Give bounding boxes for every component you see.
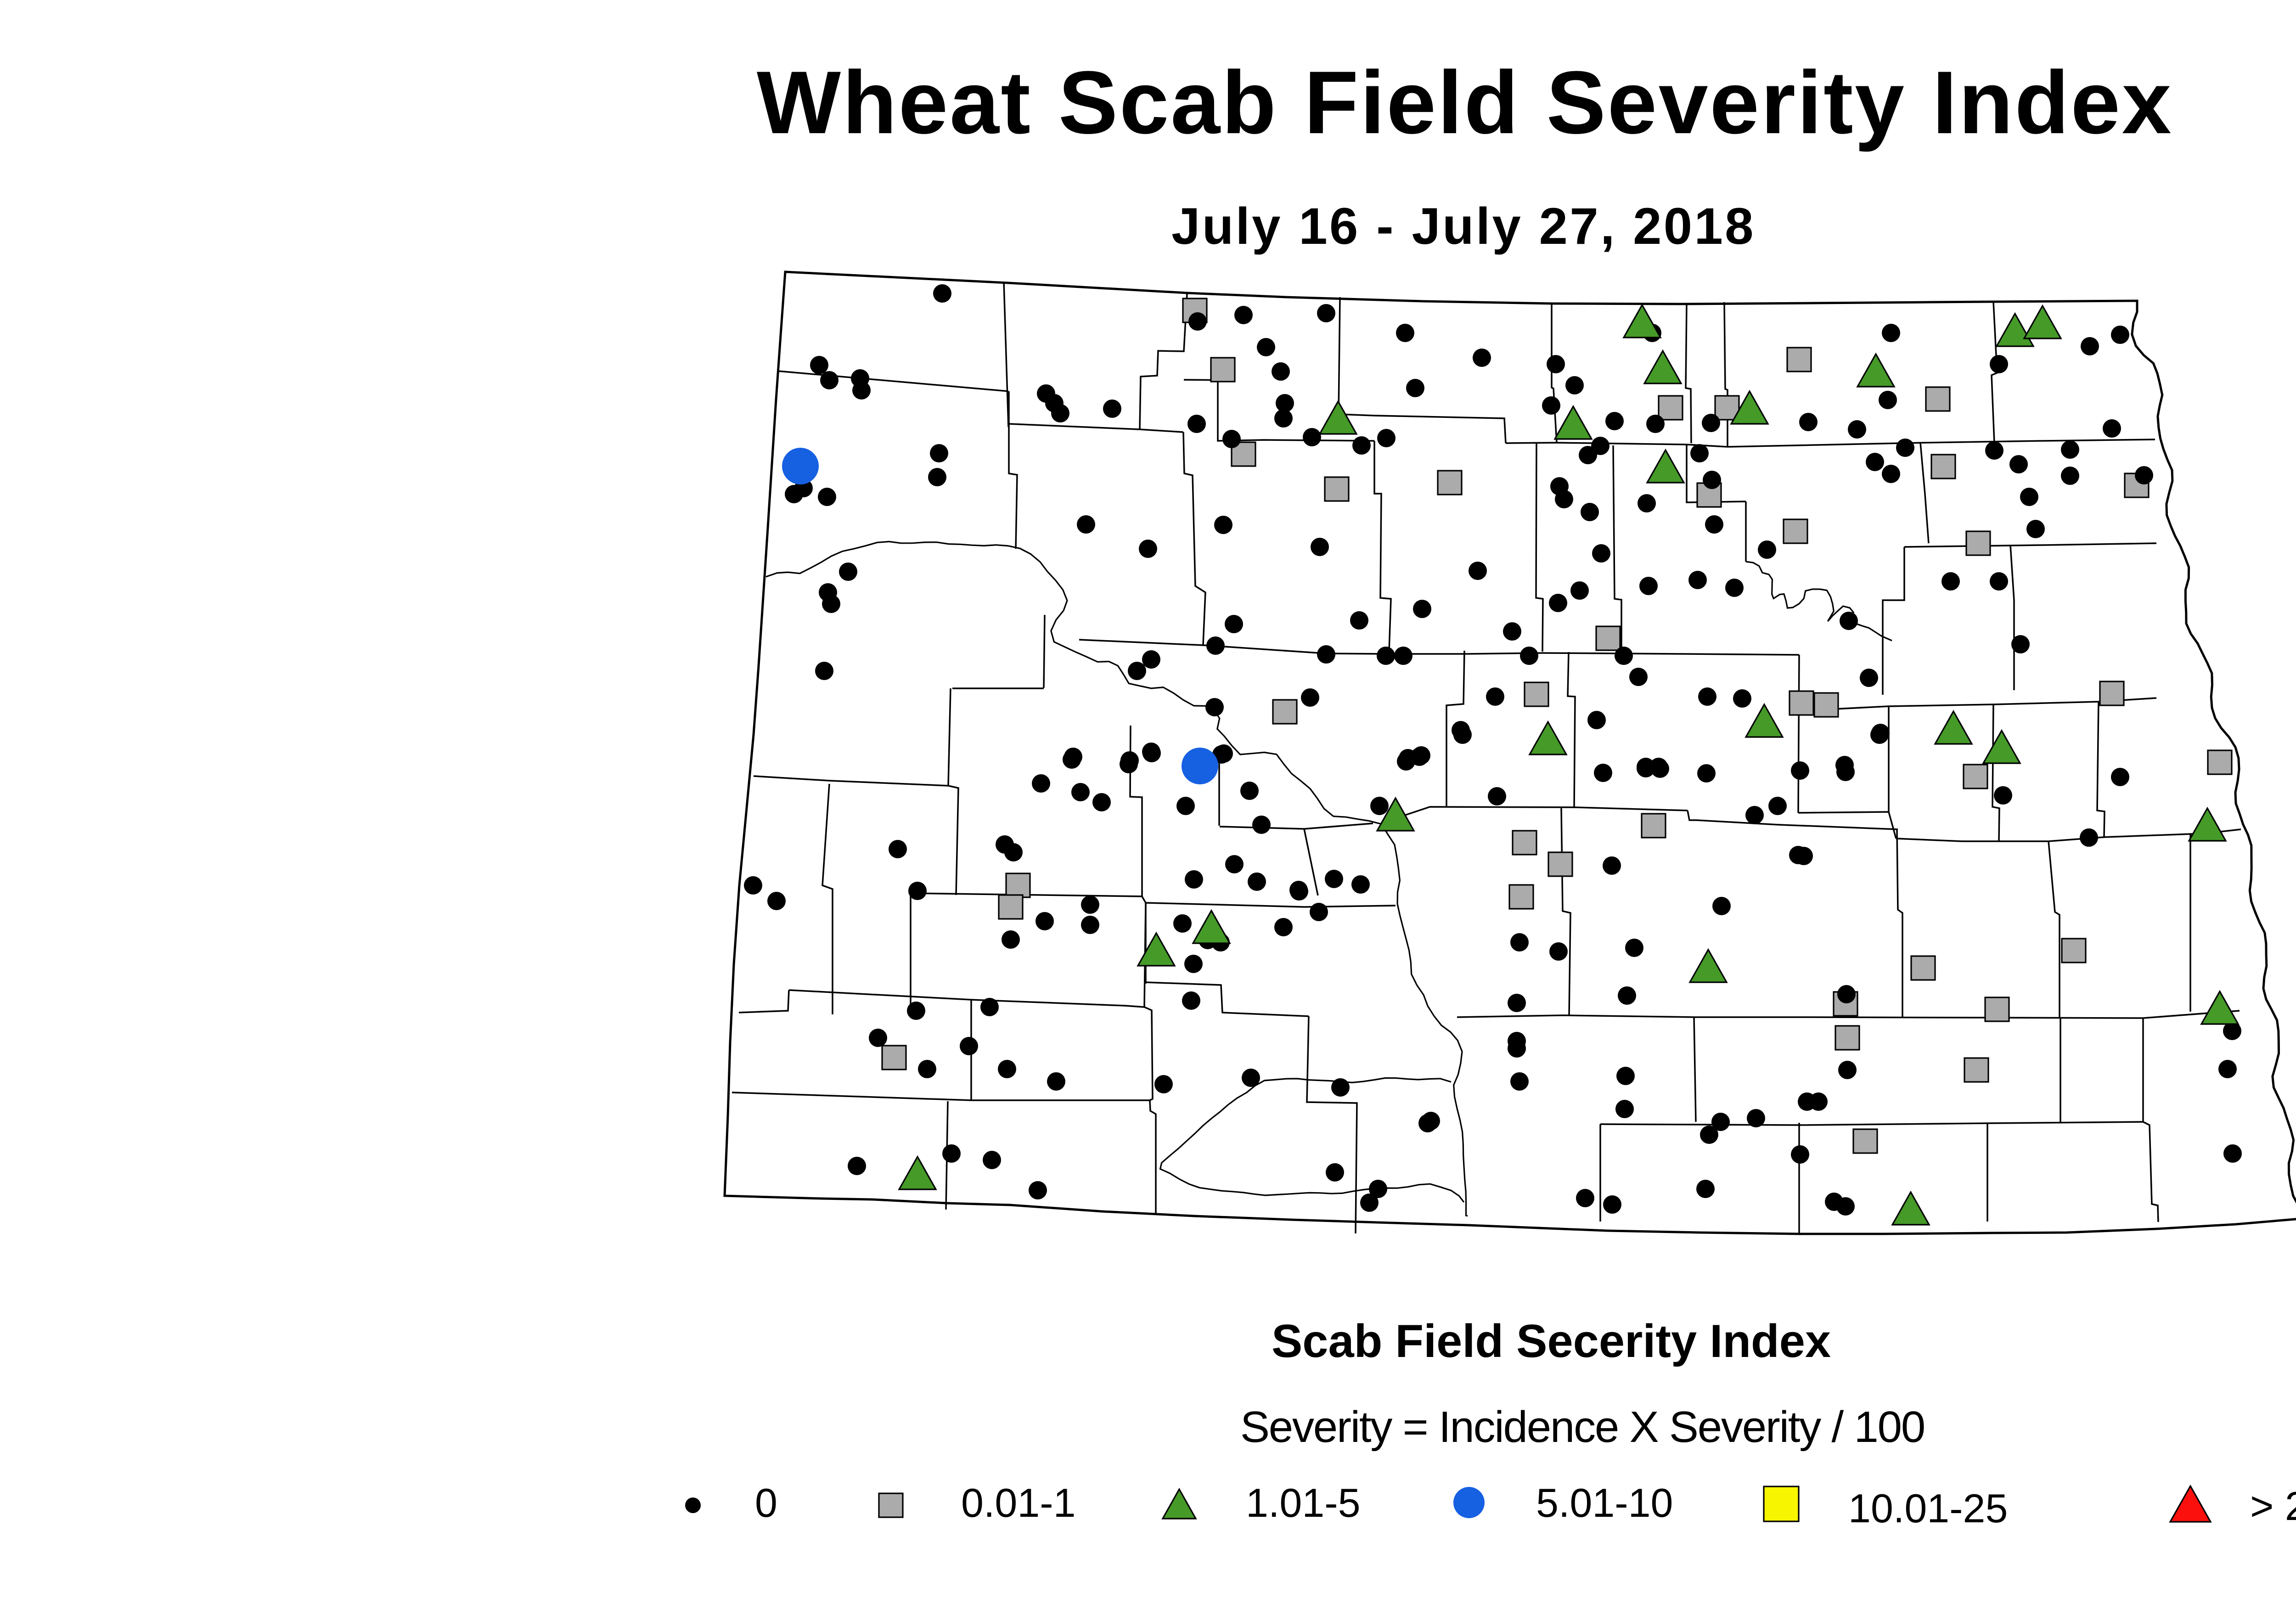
svg-text:1.01-5: 1.01-5 bbox=[1246, 1480, 1361, 1526]
svg-text:> 25: > 25 bbox=[2250, 1483, 2296, 1529]
svg-text:0: 0 bbox=[755, 1480, 777, 1526]
svg-text:Severity = Incidence X Severit: Severity = Incidence X Severity / 100 bbox=[1240, 1402, 1925, 1452]
svg-text:July 16 - July 27, 2018: July 16 - July 27, 2018 bbox=[1171, 197, 1756, 255]
svg-text:5.01-10: 5.01-10 bbox=[1536, 1480, 1673, 1526]
svg-text:Scab Field Secerity Index: Scab Field Secerity Index bbox=[1272, 1316, 1831, 1367]
svg-text:10.01-25: 10.01-25 bbox=[1848, 1486, 2008, 1531]
svg-text:Wheat Scab Field Severity Inde: Wheat Scab Field Severity Index bbox=[757, 53, 2173, 152]
svg-text:0.01-1: 0.01-1 bbox=[961, 1480, 1076, 1526]
